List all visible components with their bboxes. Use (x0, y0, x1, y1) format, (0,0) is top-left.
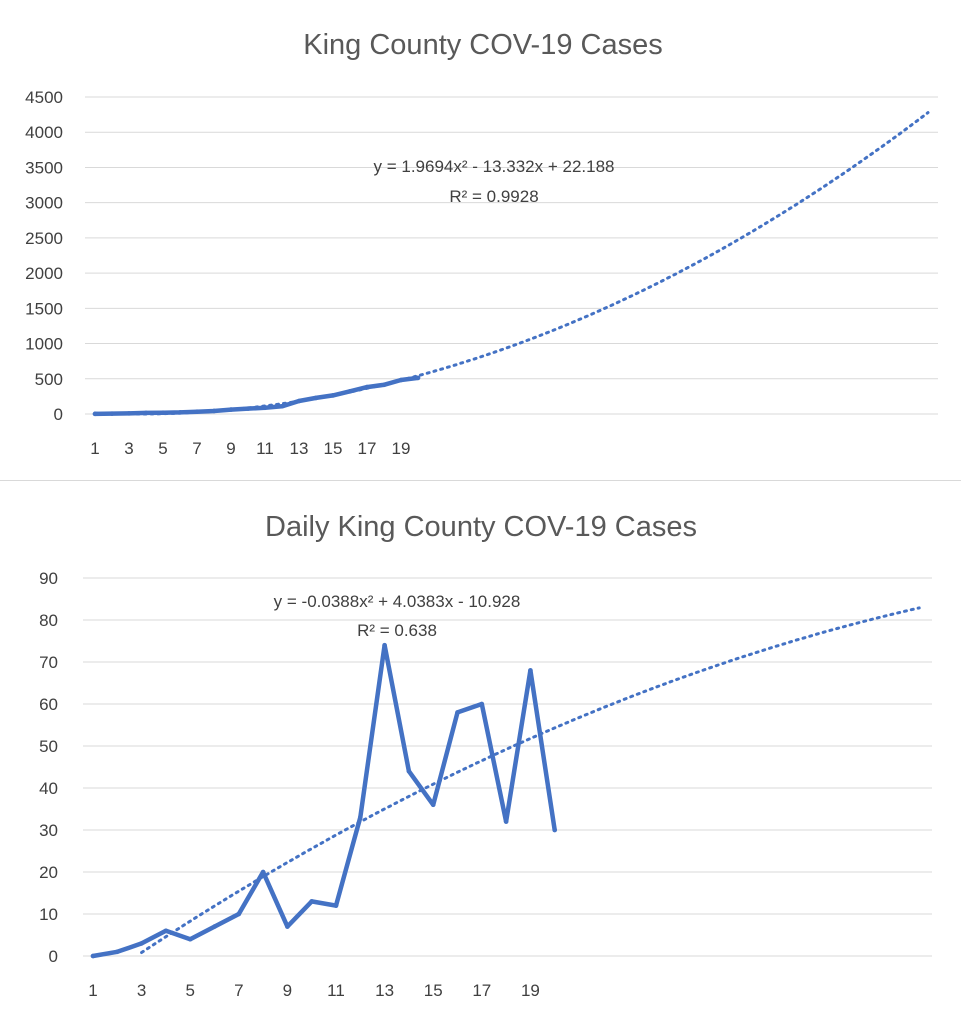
data-point (163, 928, 169, 934)
y-tick-label: 90 (39, 569, 58, 588)
x-tick-label: 11 (327, 981, 345, 1000)
data-point (285, 924, 290, 929)
data-point (228, 407, 234, 412)
y-tick-label: 1500 (25, 299, 63, 318)
x-tick-label: 17 (472, 981, 491, 1000)
data-point (143, 410, 149, 416)
data-point (398, 377, 404, 383)
data-point (313, 395, 319, 401)
chart-title: King County COV-19 Cases (303, 29, 662, 61)
data-point (430, 802, 436, 808)
data-point (381, 382, 387, 388)
data-point (455, 710, 460, 715)
x-tick-label: 5 (158, 439, 167, 458)
y-tick-label: 50 (39, 737, 58, 756)
data-point (279, 403, 285, 409)
trendline-equation: y = 1.9694x² - 13.332x + 22.188 (373, 157, 614, 176)
y-tick-label: 2000 (25, 264, 63, 283)
y-tick-label: 60 (39, 695, 58, 714)
x-tick-label: 17 (358, 439, 377, 458)
data-point (503, 819, 509, 824)
y-tick-label: 1000 (25, 335, 63, 354)
data-point (333, 903, 339, 908)
data-point (415, 375, 421, 381)
chart-divider (0, 480, 961, 481)
chart-bottom-panel: Daily King County COV-19 Cases 0 10 20 30 40 5… (0, 481, 961, 1020)
x-tick-label: 7 (234, 981, 243, 1000)
data-point (260, 869, 266, 875)
data-point (528, 668, 533, 673)
x-tick-label: 5 (185, 981, 194, 1000)
data-point (187, 936, 193, 942)
data-point (406, 768, 412, 774)
data-point (139, 941, 144, 946)
data-point (358, 815, 363, 820)
data-point (347, 389, 353, 394)
x-tick-label: 3 (137, 981, 146, 1000)
x-tick-label: 1 (88, 981, 97, 1000)
y-tick-label: 500 (35, 370, 63, 389)
daily-cases-chart: Daily King County COV-19 Cases 0 10 20 30 40 5… (39, 511, 932, 1000)
trendline (140, 606, 921, 954)
trendline-r-squared: R² = 0.638 (357, 621, 437, 640)
x-tick-label: 19 (521, 981, 540, 1000)
chart-top-panel: King County COV-19 Cases 0 500 1000 1500 2000… (0, 0, 961, 480)
x-tick-label: 13 (375, 981, 394, 1000)
data-point (364, 384, 370, 390)
data-point (296, 398, 302, 404)
x-tick-label: 13 (290, 439, 309, 458)
data-point (262, 405, 268, 411)
x-tick-label: 1 (90, 439, 99, 458)
y-tick-label: 80 (39, 611, 58, 630)
data-point (236, 911, 242, 917)
data-point (177, 410, 183, 415)
data-point (552, 827, 557, 833)
y-tick-label: 40 (39, 779, 58, 798)
x-tick-label: 9 (226, 439, 235, 458)
y-tick-label: 4500 (25, 88, 63, 107)
x-tick-label: 15 (424, 981, 443, 1000)
data-point (115, 949, 120, 955)
data-point (194, 409, 200, 414)
y-tick-label: 2500 (25, 229, 63, 248)
x-tick-label: 19 (392, 439, 411, 458)
cumulative-cases-chart: King County COV-19 Cases 0 500 1000 1500 2000… (25, 29, 938, 458)
x-tick-label: 7 (192, 439, 201, 458)
trendline-equation: y = -0.0388x² + 4.0383x - 10.928 (274, 592, 521, 611)
chart-title: Daily King County COV-19 Cases (265, 511, 697, 543)
data-point (382, 642, 387, 648)
x-tick-label: 11 (256, 439, 274, 458)
y-tick-label: 0 (49, 947, 58, 966)
series-line (90, 642, 557, 959)
data-point (212, 924, 217, 929)
data-point (92, 411, 98, 417)
y-tick-label: 70 (39, 653, 58, 672)
y-tick-label: 4000 (25, 123, 63, 142)
y-tick-label: 10 (39, 905, 58, 924)
y-tick-label: 20 (39, 863, 58, 882)
x-tick-label: 15 (324, 439, 343, 458)
data-point (126, 411, 132, 416)
trendline-r-squared: R² = 0.9928 (449, 187, 538, 206)
data-point (245, 406, 251, 411)
series-line (92, 375, 421, 417)
data-point (211, 408, 217, 414)
data-point (309, 899, 315, 904)
data-point (479, 701, 485, 707)
data-point (330, 393, 336, 398)
data-point (109, 411, 115, 416)
data-point (90, 953, 96, 959)
x-tick-label: 9 (283, 981, 292, 1000)
y-tick-label: 0 (54, 405, 63, 424)
data-point (160, 410, 166, 415)
y-tick-label: 3500 (25, 158, 63, 177)
y-tick-label: 3000 (25, 194, 63, 213)
x-tick-label: 3 (124, 439, 133, 458)
y-tick-label: 30 (39, 821, 58, 840)
